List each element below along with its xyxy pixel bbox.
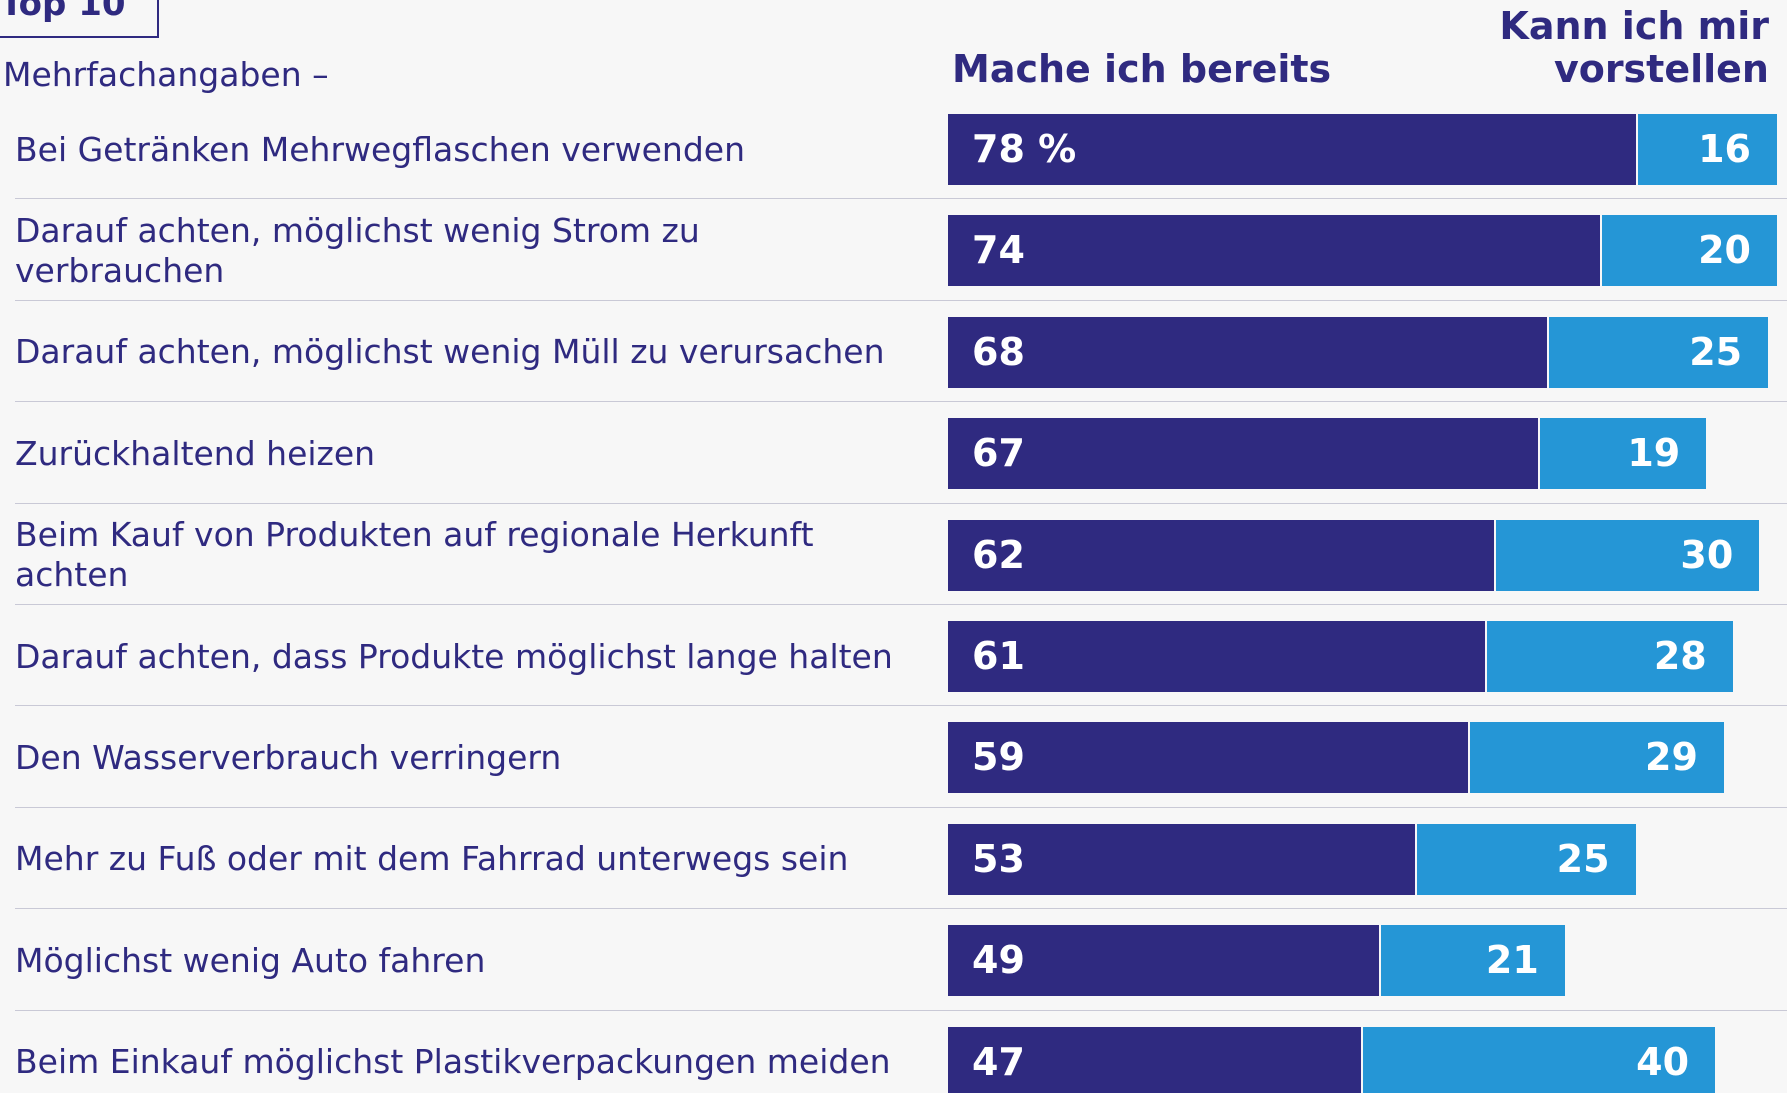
row-separator [15, 806, 1787, 808]
bar [1602, 215, 1777, 287]
category-label: Beim Kauf von Produkten auf regionale He… [15, 515, 814, 595]
bar [1416, 823, 1636, 895]
title-box [0, 0, 159, 38]
category-label: Darauf achten, möglichst wenig Strom zu … [15, 210, 700, 290]
bar [1540, 418, 1707, 490]
value-label: 53 [972, 836, 1025, 881]
bar [948, 519, 1495, 591]
row-separator [15, 604, 1787, 605]
bar [948, 1026, 1362, 1093]
value-label: 74 [972, 228, 1025, 273]
value-label: 59 [972, 735, 1025, 780]
value-label: 68 [972, 329, 1025, 374]
bar [948, 823, 1415, 895]
category-label: Darauf achten, dass Produkte möglichst l… [15, 636, 893, 676]
value-label: 28 [1653, 634, 1707, 678]
bar [1381, 925, 1565, 997]
row-separator [15, 299, 1787, 301]
bar [1549, 316, 1769, 388]
bar [1496, 519, 1760, 591]
row-separator [15, 908, 1787, 910]
category-label: Darauf achten, möglichst wenig Müll zu v… [15, 332, 885, 372]
bar [1637, 114, 1777, 185]
value-label: 62 [972, 532, 1025, 577]
bar [1469, 722, 1724, 794]
value-label: 25 [1689, 329, 1743, 374]
subtitle: – Mehrfachangaben – [0, 55, 329, 94]
bar [1363, 1026, 1716, 1093]
value-label: 21 [1485, 938, 1539, 983]
value-label: 40 [1636, 1039, 1690, 1084]
bar [948, 418, 1539, 490]
bar [948, 215, 1601, 287]
row-separator [15, 401, 1787, 403]
bar [948, 925, 1380, 997]
value-label: 47 [972, 1039, 1025, 1084]
bar [948, 621, 1486, 692]
value-label: 61 [972, 634, 1025, 678]
legend-entry: Mache ich bereits [952, 47, 1332, 91]
bar [1487, 621, 1733, 692]
row-separator [15, 705, 1787, 707]
value-label: 19 [1627, 431, 1681, 476]
bar [948, 114, 1636, 185]
value-label: 16 [1698, 127, 1751, 171]
value-label: 29 [1645, 735, 1698, 780]
category-label: Mehr zu Fuß oder mit dem Fahrrad unterwe… [15, 839, 849, 879]
bar [948, 316, 1548, 388]
value-label: 78 % [972, 127, 1077, 171]
value-label: 25 [1556, 836, 1610, 881]
value-label: 49 [972, 938, 1025, 983]
category-label: Bei Getränken Mehrwegflaschen verwenden [15, 129, 745, 169]
category-label: Den Wasserverbrauch verringern [15, 737, 562, 777]
row-separator [15, 1009, 1787, 1011]
value-label: 67 [972, 431, 1025, 476]
value-label: 20 [1698, 228, 1751, 273]
row-separator [15, 198, 1787, 200]
row-separator [15, 502, 1787, 504]
bar [948, 722, 1468, 794]
chart-title: Top 10 [0, 0, 126, 24]
category-label: Zurückhaltend heizen [15, 433, 376, 473]
legend-entry: Kann ich mir vorstellen [1499, 4, 1769, 91]
value-label: 30 [1680, 532, 1734, 577]
category-label: Möglichst wenig Auto fahren [15, 940, 486, 980]
category-label: Beim Einkauf möglichst Plastikverpackung… [15, 1042, 891, 1082]
